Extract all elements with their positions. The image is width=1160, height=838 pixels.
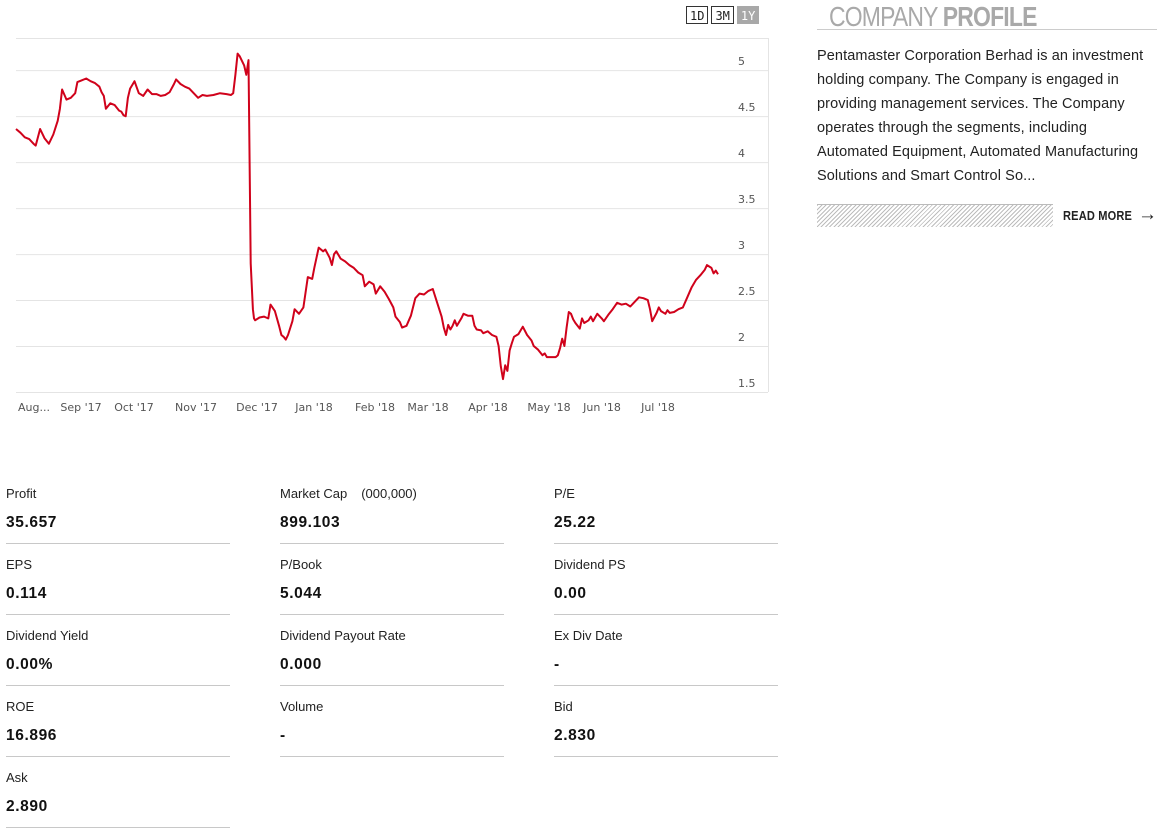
y-tick-label: 3 (738, 239, 745, 252)
stat-label-text: Bid (554, 699, 573, 714)
stat-value: 0.000 (280, 656, 322, 673)
stat-label-text: P/E (554, 486, 575, 501)
x-tick-label: Oct '17 (114, 401, 154, 414)
y-tick-label: 2.5 (738, 285, 756, 298)
stat-label-text: Dividend Payout Rate (280, 628, 406, 643)
x-tick-label: Nov '17 (175, 401, 217, 414)
stat-p-book: P/Book 5.044 (280, 543, 504, 615)
stat-label-text: Ex Div Date (554, 628, 623, 643)
stat-label: Volume (280, 699, 323, 714)
stat-value: 35.657 (6, 514, 58, 531)
stat-pe: P/E 25.22 (554, 472, 778, 544)
stat-label-text: ROE (6, 699, 35, 714)
stat-ask: Ask 2.890 (6, 756, 230, 828)
stat-label: Dividend Yield (6, 628, 88, 643)
profile-title-bold: PROFILE (942, 1, 1038, 32)
stat-ex-div-date: Ex Div Date - (554, 614, 778, 686)
x-tick-label: Dec '17 (236, 401, 278, 414)
profile-divider (817, 29, 1157, 30)
stat-label: P/E (554, 486, 575, 501)
stat-value: 2.830 (554, 727, 596, 744)
stat-label-text: Profit (6, 486, 37, 501)
stat-market-cap: Market Cap (000,000) 899.103 (280, 472, 504, 544)
stat-label-text: Dividend Yield (6, 628, 89, 643)
stat-label: EPS (6, 557, 32, 572)
x-tick-label: Jul '18 (640, 401, 675, 414)
stat-value: - (280, 727, 286, 744)
profile-description: Pentamaster Corporation Berhad is an inv… (817, 48, 1144, 184)
stat-label: Dividend Payout Rate (280, 628, 406, 643)
stat-value: 2.890 (6, 798, 48, 815)
y-tick-label: 4 (738, 147, 745, 160)
stat-label-text: EPS (6, 557, 33, 572)
stat-label: Dividend PS (554, 557, 626, 572)
stat-label: Ask (6, 770, 28, 785)
stat-volume: Volume - (280, 685, 504, 757)
stat-profit: Profit 35.657 (6, 472, 230, 544)
x-tick-label: Feb '18 (355, 401, 395, 414)
stat-label-text: Ask (6, 770, 28, 785)
stat-label-text: P/Book (280, 557, 322, 572)
y-tick-label: 3.5 (738, 193, 756, 206)
x-tick-label: Jan '18 (294, 401, 332, 414)
stat-bid: Bid 2.830 (554, 685, 778, 757)
stat-label-text: Dividend PS (554, 557, 626, 572)
stat-value: 0.00 (554, 585, 587, 602)
y-tick-label: 2 (738, 331, 745, 344)
read-more-row: READ MORE → (817, 198, 1157, 232)
stat-dividend-yield: Dividend Yield 0.00% (6, 614, 230, 686)
range-button-3m[interactable]: 3M (711, 6, 734, 24)
x-tick-label: Sep '17 (60, 401, 101, 414)
y-tick-label: 5 (738, 55, 745, 68)
stat-dividend-ps: Dividend PS 0.00 (554, 543, 778, 615)
read-more-label: READ MORE (1062, 207, 1132, 223)
x-tick-label: Apr '18 (468, 401, 508, 414)
range-selector: 1D 3M 1Y (686, 6, 760, 24)
x-tick-label: Mar '18 (407, 401, 448, 414)
y-tick-label: 1.5 (738, 377, 756, 390)
profile-title-light: COMPANY (829, 1, 943, 32)
range-button-1y[interactable]: 1Y (736, 6, 760, 24)
stat-roe: ROE 16.896 (6, 685, 230, 757)
range-button-1d[interactable]: 1D (686, 6, 709, 24)
price-line (15, 52, 719, 381)
stat-label: Ex Div Date (554, 628, 623, 643)
profile-title: COMPANY PROFILE (829, 2, 1098, 32)
stat-unit: (000,000) (361, 486, 417, 501)
stat-value: 0.00% (6, 656, 53, 673)
stat-label-text: Market Cap (280, 486, 348, 501)
stat-label: Bid (554, 699, 573, 714)
stat-label-text: Volume (280, 699, 324, 714)
stat-label: ROE (6, 699, 34, 714)
price-chart: 1.5 2 2.5 3 3.5 4 4.5 5 Aug... Sep '17 Oct '17 Nov … (15, 38, 769, 414)
stat-value: 25.22 (554, 514, 596, 531)
stat-value: 0.114 (6, 585, 47, 602)
stat-value: - (554, 656, 560, 673)
company-profile: COMPANY PROFILE Pentamaster Corporation … (817, 0, 1157, 232)
x-tick-label: May '18 (527, 401, 570, 414)
stat-label: Market Cap (000,000) (280, 486, 417, 501)
stat-eps: EPS 0.114 (6, 543, 230, 615)
hatch-decoration (817, 203, 1053, 227)
stat-label: P/Book (280, 557, 322, 572)
x-tick-label: Aug... (18, 401, 50, 414)
x-tick-label: Jun '18 (582, 401, 621, 414)
stat-value: 5.044 (280, 585, 322, 602)
stat-value: 16.896 (6, 727, 58, 744)
stat-label: Profit (6, 486, 36, 501)
stat-value: 899.103 (280, 514, 341, 531)
arrow-right-icon: → (1138, 204, 1157, 225)
stat-dividend-payout-rate: Dividend Payout Rate 0.000 (280, 614, 504, 686)
y-tick-label: 4.5 (738, 101, 756, 114)
read-more-link[interactable]: READ MORE → (1062, 204, 1157, 225)
